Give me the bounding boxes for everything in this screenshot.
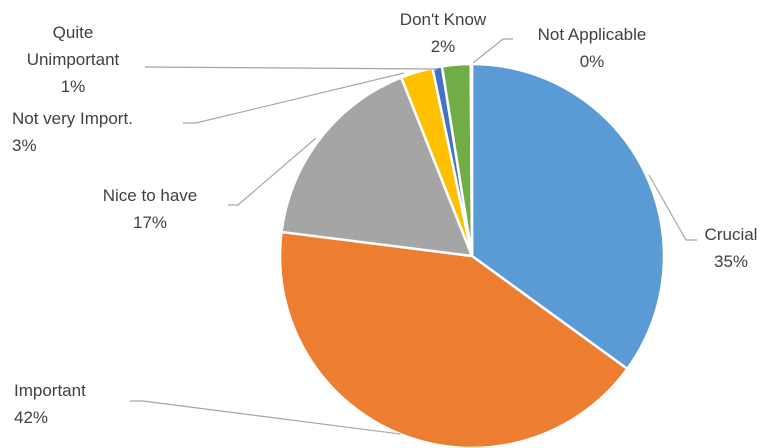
- leader-line-important: [130, 400, 401, 435]
- data-label-crucial: Crucial 35%: [705, 225, 758, 271]
- pie-slice-nice-to-have: [280, 76, 474, 258]
- leader-line-crucial: [648, 174, 697, 241]
- pie-slice-not-applicable: [469, 62, 474, 258]
- pie-slice-important: [278, 230, 629, 448]
- leader-line-not-applicable: [472, 38, 513, 64]
- data-label-not-very-import: Not very Import. 3%: [12, 109, 133, 155]
- pie-slice-crucial: [470, 62, 666, 371]
- leader-line-quite-unimportant: [144, 66, 437, 71]
- data-label-nice-to-have: Nice to have 17%: [103, 186, 198, 232]
- data-label-important: Important 42%: [14, 381, 86, 427]
- pie-slices: [278, 62, 666, 448]
- data-label-don-t-know: Don't Know 2%: [400, 10, 487, 56]
- leader-line-not-very-import: [183, 72, 405, 124]
- leader-lines: [130, 38, 697, 435]
- data-label-quite-unimportant: Quite Unimportant 1%: [27, 23, 120, 96]
- data-label-not-applicable: Not Applicable 0%: [538, 25, 647, 71]
- data-labels: Crucial 35% Important 42% Nice to have 17% Not…: [12, 10, 757, 427]
- leader-line-nice-to-have: [228, 137, 317, 206]
